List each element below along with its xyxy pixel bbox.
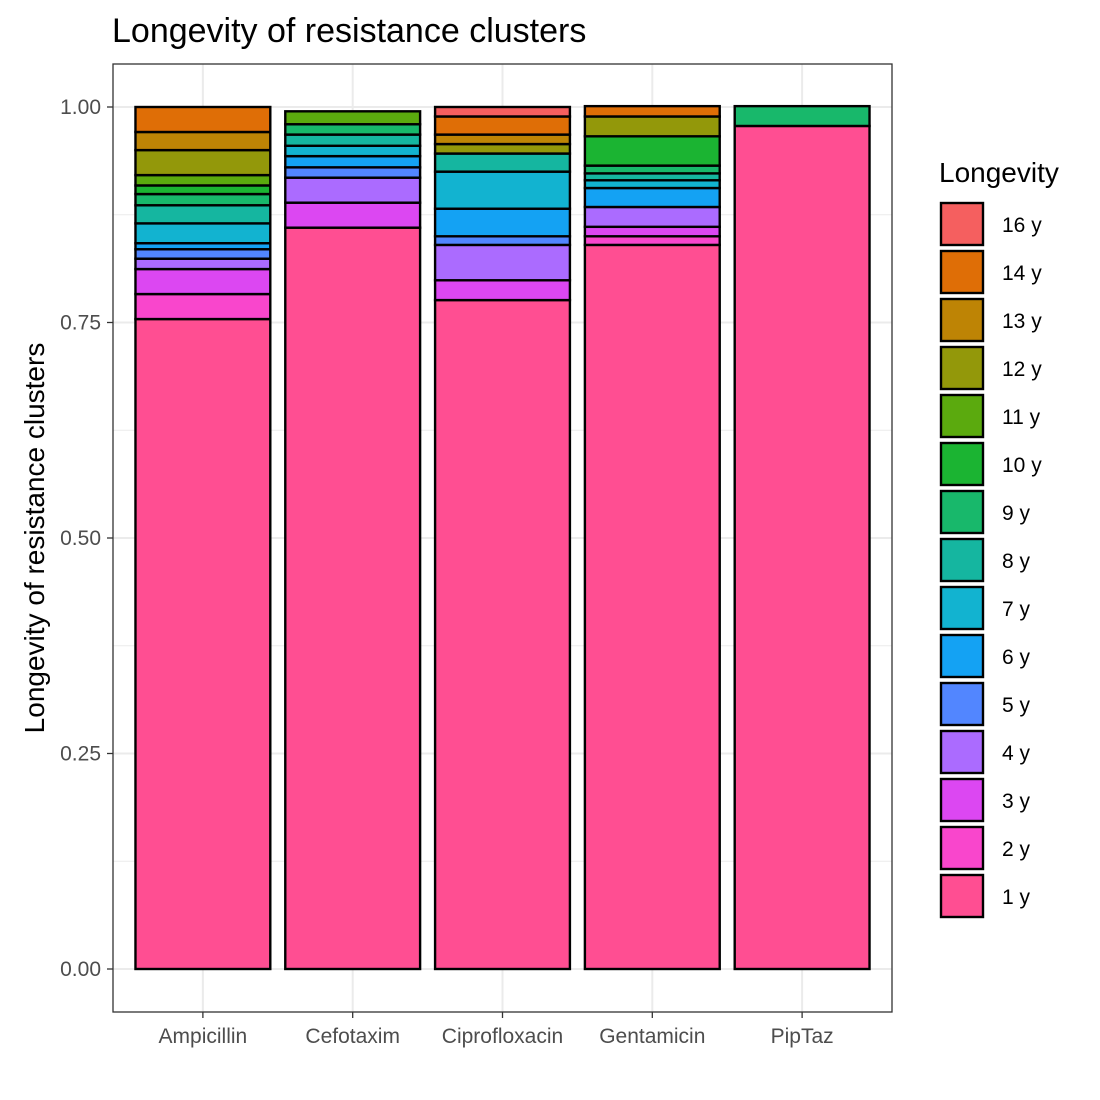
bar-segment-4y xyxy=(433,243,572,282)
chart-title: Longevity of resistance clusters xyxy=(112,12,586,50)
legend-swatch xyxy=(939,345,985,391)
bar-segment-2y xyxy=(134,292,272,321)
legend-swatch xyxy=(939,825,985,871)
x-tick-label: Cefotaxim xyxy=(305,1025,400,1048)
legend-swatch xyxy=(939,489,985,535)
bar-segment-3y xyxy=(433,279,572,302)
x-tick-label: Ciprofloxacin xyxy=(442,1025,563,1048)
y-axis-title: Longevity of resistance clusters xyxy=(19,343,50,734)
plot-panel xyxy=(112,63,893,1013)
legend-label: 11 y xyxy=(1002,406,1041,429)
bar-segment-3y xyxy=(134,267,272,296)
x-tick-label: PipTaz xyxy=(771,1025,834,1048)
legend-label: 9 y xyxy=(1002,502,1031,525)
bar-segment-3y xyxy=(583,225,721,238)
x-tick-label: Ampicillin xyxy=(159,1025,248,1048)
legend-swatch xyxy=(939,297,985,343)
bar-stack-ampicillin xyxy=(134,105,272,971)
bar-segment-8y xyxy=(134,204,272,225)
legend-swatch xyxy=(939,585,985,631)
legend-swatch xyxy=(939,777,985,823)
bar-segment-12y xyxy=(583,115,721,138)
bar-segment-5y xyxy=(433,235,572,247)
bar-segment-8y xyxy=(433,152,572,173)
bar-segment-16y xyxy=(433,105,572,118)
bar-stack-cefotaxim xyxy=(284,110,422,971)
legend-swatch xyxy=(939,393,985,439)
bar-segment-1y xyxy=(733,124,871,971)
bar-segment-6y xyxy=(583,186,721,209)
legend-title: Longevity xyxy=(939,157,1059,188)
bar-segment-13y xyxy=(134,130,272,152)
bar-segment-4y xyxy=(583,205,721,229)
legend-swatch xyxy=(939,681,985,727)
bar-segment-10y xyxy=(134,184,272,196)
bar-segment-4y xyxy=(284,176,422,204)
legend-label: 16 y xyxy=(1002,214,1042,237)
legend-label: 8 y xyxy=(1002,550,1031,573)
x-axis: Ampicillin Cefotaxim Ciprofloxacin Gentamic… xyxy=(159,1012,834,1048)
bar-segment-9y xyxy=(134,192,272,207)
bar-stack-gentamicin xyxy=(583,104,721,971)
legend-label: 12 y xyxy=(1002,358,1042,381)
bar-segment-5y xyxy=(284,166,422,179)
bar-segment-2y xyxy=(583,235,721,247)
bar-segment-13y xyxy=(433,133,572,146)
legend-swatch xyxy=(939,873,985,919)
legend-swatch xyxy=(939,633,985,679)
legend-swatch xyxy=(939,249,985,295)
legend: Longevity 16 y 14 y 13 y 12 y 11 y 10 y 9 y 8 y… xyxy=(939,157,1059,919)
legend-label: 3 y xyxy=(1002,790,1031,813)
y-tick-label: 0.00 xyxy=(60,958,101,981)
bar-segment-12y xyxy=(433,142,572,155)
bar-segment-9y xyxy=(733,104,871,128)
legend-label: 7 y xyxy=(1002,598,1031,621)
bar-segment-7y xyxy=(134,222,272,245)
bar-segment-14y xyxy=(134,105,272,134)
bar-segment-14y xyxy=(433,115,572,136)
legend-label: 14 y xyxy=(1002,262,1042,285)
legend-label: 2 y xyxy=(1002,838,1031,861)
legend-label: 10 y xyxy=(1002,454,1042,477)
legend-label: 1 y xyxy=(1002,886,1031,909)
bar-segment-9y xyxy=(284,123,422,136)
bar-segment-1y xyxy=(433,298,572,971)
legend-label: 6 y xyxy=(1002,646,1031,669)
bar-segment-11y xyxy=(284,110,422,126)
bars xyxy=(134,104,871,971)
bar-segment-6y xyxy=(433,207,572,238)
legend-swatch xyxy=(939,729,985,775)
y-tick-label: 0.75 xyxy=(60,312,101,335)
legend-items: 16 y 14 y 13 y 12 y 11 y 10 y 9 y 8 y 7 y 6 y 5 y 4… xyxy=(939,201,1042,919)
bar-segment-3y xyxy=(284,201,422,229)
bar-segment-5y xyxy=(134,248,272,260)
legend-label: 13 y xyxy=(1002,310,1042,333)
y-tick-label: 0.50 xyxy=(60,527,101,550)
y-axis: 0.00 0.25 0.50 0.75 1.00 xyxy=(60,96,113,981)
bar-segment-1y xyxy=(284,226,422,971)
bar-segment-4y xyxy=(134,257,272,271)
bar-segment-1y xyxy=(134,317,272,971)
bar-segment-7y xyxy=(284,144,422,158)
x-tick-label: Gentamicin xyxy=(599,1025,705,1048)
bar-segment-14y xyxy=(583,104,721,118)
legend-swatch xyxy=(939,201,985,247)
legend-swatch xyxy=(939,441,985,487)
bar-segment-11y xyxy=(134,173,272,187)
y-tick-label: 0.25 xyxy=(60,743,101,766)
bar-segment-8y xyxy=(284,133,422,147)
bar-segment-7y xyxy=(433,170,572,210)
bar-segment-10y xyxy=(583,135,721,167)
bar-stack-piptaz xyxy=(733,104,871,971)
bar-segment-12y xyxy=(134,148,272,177)
bar-segment-6y xyxy=(284,154,422,169)
bar-segment-1y xyxy=(583,243,721,971)
y-tick-label: 1.00 xyxy=(60,96,101,119)
bar-stack-ciprofloxacin xyxy=(433,105,572,971)
legend-label: 5 y xyxy=(1002,694,1031,717)
legend-label: 4 y xyxy=(1002,742,1031,765)
legend-swatch xyxy=(939,537,985,583)
